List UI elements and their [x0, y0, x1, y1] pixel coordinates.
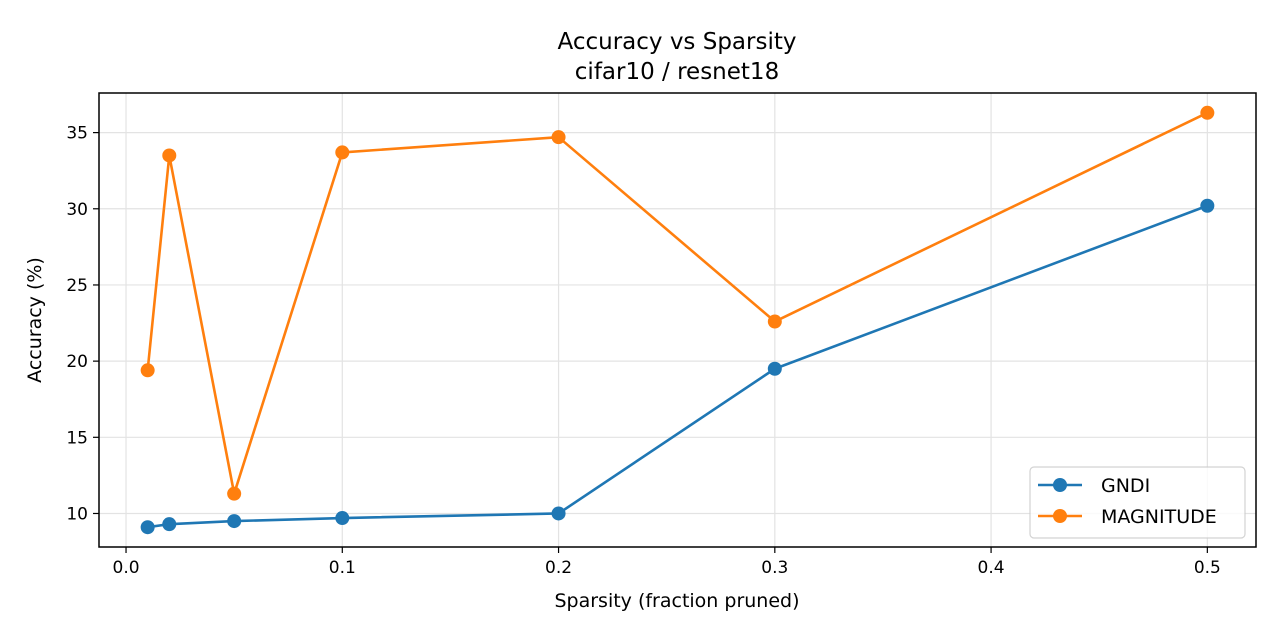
legend-marker-magnitude [1053, 509, 1067, 523]
data-point-magnitude [162, 148, 177, 163]
y-tick-label: 35 [66, 124, 88, 144]
data-point-gndi [767, 361, 782, 376]
y-tick-label: 15 [66, 428, 88, 448]
data-point-magnitude [335, 145, 350, 160]
y-axis-label: Accuracy (%) [24, 257, 46, 383]
y-tick-label: 20 [66, 352, 88, 372]
y-axis-ticks: 10 15 20 25 30 35 [66, 124, 99, 524]
legend: GNDI MAGNITUDE [1029, 466, 1246, 539]
data-point-gndi [335, 511, 350, 526]
data-point-gndi [140, 520, 155, 535]
x-tick-label: 0.2 [545, 558, 572, 578]
data-point-gndi [1200, 198, 1215, 213]
legend-entry-gndi: GNDI [1038, 475, 1150, 497]
chart-title: Accuracy vs Sparsity [558, 29, 797, 55]
data-point-magnitude [551, 130, 566, 145]
data-point-magnitude [227, 486, 242, 501]
x-tick-label: 0.1 [329, 558, 356, 578]
series-magnitude [140, 105, 1215, 501]
plot-area-frame [98, 92, 1257, 548]
data-point-magnitude [140, 363, 155, 378]
y-tick-label: 25 [66, 276, 88, 296]
data-point-magnitude [1200, 105, 1215, 120]
legend-entry-magnitude: MAGNITUDE [1038, 506, 1217, 528]
x-tick-label: 0.0 [113, 558, 140, 578]
chart-titles: Accuracy vs Sparsity cifar10 / resnet18 [558, 29, 797, 85]
legend-label-magnitude: MAGNITUDE [1101, 506, 1217, 528]
x-axis-label: Sparsity (fraction pruned) [554, 590, 799, 612]
data-point-gndi [227, 514, 242, 529]
chart-subtitle: cifar10 / resnet18 [575, 59, 779, 85]
series-line-magnitude [146, 111, 1209, 495]
legend-box [1029, 466, 1246, 539]
data-point-gndi [551, 506, 566, 521]
data-point-gndi [162, 517, 177, 532]
grid-lines [99, 93, 1256, 547]
series-gndi [140, 198, 1215, 535]
y-tick-label: 30 [66, 200, 88, 220]
legend-label-gndi: GNDI [1101, 475, 1150, 497]
legend-entries: GNDI MAGNITUDE [1038, 475, 1217, 528]
x-tick-label: 0.4 [978, 558, 1005, 578]
x-tick-label: 0.5 [1194, 558, 1221, 578]
legend-marker-gndi [1053, 478, 1067, 492]
x-tick-label: 0.3 [761, 558, 788, 578]
y-tick-label: 10 [66, 504, 88, 524]
data-point-magnitude [767, 314, 782, 329]
series-layer [140, 105, 1215, 535]
x-axis-ticks: 0.0 0.1 0.2 0.3 0.4 0.5 [113, 547, 1221, 578]
